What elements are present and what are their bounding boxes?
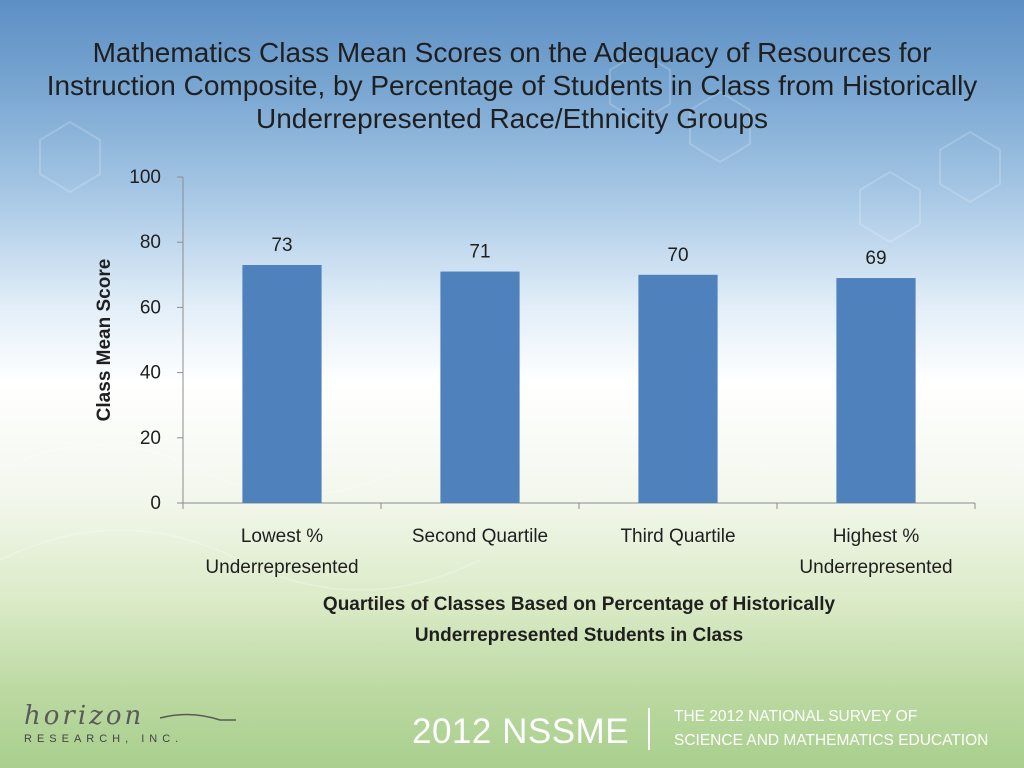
category-label: Highest % Underrepresented bbox=[799, 526, 952, 578]
y-tick-label: 0 bbox=[150, 493, 161, 514]
bars bbox=[242, 265, 916, 503]
y-tick-label: 20 bbox=[140, 428, 161, 449]
y-axis: 0 20 40 60 80 100 bbox=[129, 167, 184, 514]
data-labels: 73 71 70 69 bbox=[271, 235, 886, 269]
footer-survey-line-1: THE 2012 NATIONAL SURVEY OF bbox=[674, 708, 918, 725]
x-axis bbox=[182, 502, 976, 509]
footer-survey-line-2: SCIENCE AND MATHEMATICS EDUCATION bbox=[674, 732, 989, 749]
y-tick-label: 100 bbox=[129, 167, 161, 188]
category-label: Third Quartile bbox=[620, 526, 735, 547]
logo-subtitle: RESEARCH, INC. bbox=[24, 733, 184, 745]
footer-separator bbox=[648, 708, 650, 750]
y-axis-title: Class Mean Score bbox=[94, 259, 115, 422]
bar bbox=[836, 278, 916, 503]
category-label: Second Quartile bbox=[412, 526, 548, 547]
data-label: 70 bbox=[667, 245, 688, 266]
bar bbox=[242, 265, 322, 503]
y-tick-label: 80 bbox=[140, 232, 161, 253]
x-axis-title-text: Quartiles of Classes Based on Percentage… bbox=[323, 594, 836, 646]
y-tick-label: 60 bbox=[140, 297, 161, 318]
data-label: 71 bbox=[469, 242, 490, 263]
category-label: Lowest % Underrepresented bbox=[205, 526, 358, 578]
data-label: 69 bbox=[865, 248, 886, 269]
x-axis-title: Quartiles of Classes Based on Percentage… bbox=[323, 594, 836, 646]
chart-title: Mathematics Class Mean Scores on the Ade… bbox=[46, 37, 978, 134]
category-labels: Lowest % Underrepresented Second Quartile T… bbox=[205, 526, 952, 578]
horizon-logo: horizon bbox=[20, 698, 240, 743]
footer-year-label: 2012 NSSME bbox=[412, 712, 630, 751]
y-tick-label: 40 bbox=[140, 363, 161, 384]
bar bbox=[638, 274, 718, 503]
footer-survey-name: THE 2012 NATIONAL SURVEY OF SCIENCE AND … bbox=[674, 705, 988, 753]
data-label: 73 bbox=[271, 235, 292, 256]
bar bbox=[440, 271, 520, 503]
svg-text:horizon: horizon bbox=[24, 701, 144, 731]
